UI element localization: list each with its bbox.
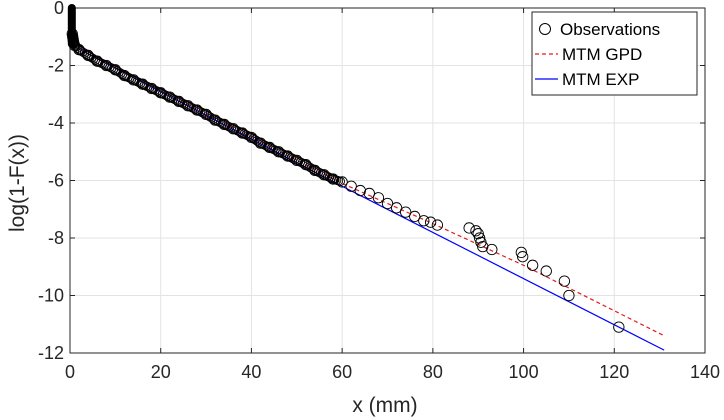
observation-point (173, 95, 185, 108)
y-tick-label: -2 (48, 56, 64, 76)
y-tick-label: -8 (48, 228, 64, 248)
observation-point (300, 159, 312, 171)
observation-point (517, 251, 529, 263)
observation-point (409, 210, 421, 223)
observation-point (486, 243, 498, 256)
x-tick-label: 40 (241, 362, 261, 382)
x-tick-label: 120 (599, 362, 629, 382)
observation-point (336, 176, 348, 188)
legend-marker-observations (539, 23, 551, 35)
legend-label-observations: Observations (560, 20, 660, 39)
observation-point (127, 74, 140, 86)
observation-point (118, 69, 131, 82)
observation-point (263, 141, 276, 154)
observation-point (136, 78, 149, 90)
y-axis-label: log(1-F(x)) (6, 134, 29, 232)
legend-box (531, 11, 698, 96)
observation-point (318, 169, 330, 181)
observation-point (145, 82, 158, 95)
observation-point (91, 55, 103, 67)
observation-point (613, 321, 625, 333)
observation-point (291, 154, 303, 167)
observation-point (309, 164, 321, 177)
observation-point (254, 137, 267, 149)
observation-point (191, 104, 203, 116)
tick-labels: 0 20 40 60 80 100 120 140 0 -2 -4 -6 -8 -10 -12 (38, 0, 720, 382)
x-tick-label: 100 (509, 362, 539, 382)
x-tick-label: 60 (332, 362, 352, 382)
observation-point (68, 39, 81, 52)
legend-label-gpd: MTM GPD (562, 45, 642, 64)
observation-point (82, 49, 94, 62)
observation-point (363, 187, 376, 200)
observation-point (558, 275, 571, 287)
series-line-mtm-exp (74, 46, 665, 351)
axes (69, 7, 706, 354)
x-tick-label: 0 (65, 362, 75, 382)
observation-point (470, 225, 482, 237)
legend: Observations MTM GPD MTM EXP (531, 11, 698, 96)
observation-point (245, 131, 258, 144)
observation-point (563, 289, 575, 302)
observation-point (236, 127, 249, 139)
observation-point (209, 114, 221, 126)
series-layer (66, 4, 665, 351)
y-tick-label: -10 (38, 286, 64, 306)
observation-point (540, 265, 552, 277)
observation-point (390, 202, 403, 214)
x-tick-label: 80 (423, 362, 443, 382)
y-tick-label: -6 (48, 171, 64, 191)
observation-point (418, 215, 430, 227)
observation-point (100, 59, 112, 72)
y-tick-label: 0 (54, 0, 64, 18)
plot-frame (69, 7, 706, 354)
observation-point (526, 259, 539, 271)
observation-point (272, 146, 285, 158)
observation-point (182, 100, 194, 112)
observation-point (345, 180, 357, 192)
x-tick-label: 20 (151, 362, 171, 382)
observation-point (473, 232, 486, 244)
observation-point (463, 222, 475, 234)
observation-point (155, 87, 167, 99)
observation-point (200, 108, 212, 121)
observation-point (424, 216, 437, 228)
observation-point (381, 197, 394, 210)
series-line-mtm-gpd (74, 46, 665, 337)
observation-point (109, 64, 122, 76)
observation-point (227, 123, 239, 135)
observation-point (372, 192, 385, 204)
observation-point (399, 206, 412, 218)
y-tick-label: -4 (48, 113, 64, 133)
x-tick-label: 140 (690, 362, 720, 382)
observation-point (472, 228, 484, 240)
observation-point (515, 246, 527, 259)
x-axis-label: x (mm) (352, 394, 417, 417)
observation-point (282, 150, 294, 162)
observation-point (218, 118, 230, 131)
y-tick-label: -12 (38, 343, 64, 363)
legend-label-exp: MTM EXP (562, 70, 639, 89)
observation-point (73, 44, 85, 56)
observation-point (431, 219, 444, 231)
observation-point (164, 91, 176, 103)
